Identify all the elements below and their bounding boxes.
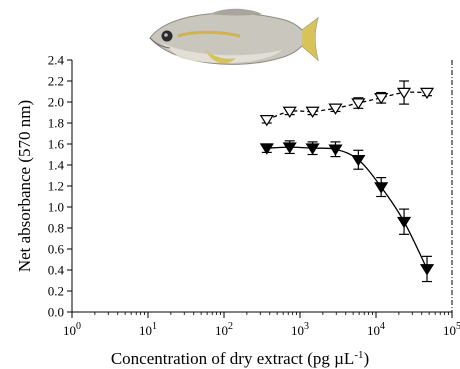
x-tick-label: 100 <box>63 321 81 338</box>
data-point <box>396 87 412 100</box>
x-tick-label: 105 <box>443 321 460 338</box>
x-tick-label: 102 <box>215 321 233 338</box>
y-tick-label: 0.0 <box>48 305 64 320</box>
y-tick-label: 0.4 <box>48 263 65 278</box>
y-tick-label: 1.0 <box>48 200 64 215</box>
x-tick-label: 103 <box>291 321 309 338</box>
series-layer <box>259 80 435 283</box>
y-axis-ticks: 0.0 0.2 0.4 0.6 0.8 1.0 1.2 1.4 1.6 1.8 2.0 2.2 2.4 <box>48 53 72 320</box>
data-series <box>259 80 435 127</box>
y-tick-label: 0.8 <box>48 221 64 236</box>
y-tick-label: 1.2 <box>48 179 64 194</box>
y-tick-label: 1.4 <box>48 158 65 173</box>
y-tick-label: 0.2 <box>48 284 64 299</box>
x-axis-label: Concentration of dry extract (pg µL-1) <box>111 349 369 368</box>
data-point <box>259 143 274 155</box>
data-point <box>351 98 366 110</box>
series-line <box>266 146 428 270</box>
data-series <box>259 140 435 283</box>
data-point <box>282 106 297 118</box>
x-tick-label: 104 <box>367 321 385 338</box>
data-point <box>419 87 435 100</box>
data-point <box>374 182 389 194</box>
x-tick-label: 101 <box>139 321 157 338</box>
data-point <box>351 154 366 167</box>
data-point <box>328 103 343 115</box>
y-tick-label: 1.6 <box>48 137 65 152</box>
y-axis-label: Net absorbance (570 nm) <box>15 100 34 272</box>
data-point <box>259 115 274 127</box>
data-point <box>282 142 297 154</box>
y-tick-label: 2.4 <box>48 53 65 68</box>
data-point <box>419 264 435 276</box>
x-axis-ticks: 100 101 102 103 104 105 <box>63 312 460 338</box>
data-point <box>396 216 412 229</box>
y-tick-label: 2.2 <box>48 74 64 89</box>
data-point <box>374 92 389 105</box>
data-point <box>305 106 320 118</box>
data-point <box>328 144 343 156</box>
fish-image <box>149 8 319 65</box>
y-tick-label: 1.8 <box>48 116 64 131</box>
y-tick-label: 0.6 <box>48 242 65 257</box>
data-point <box>305 143 320 155</box>
y-tick-label: 2.0 <box>48 95 64 110</box>
plot-axes <box>71 60 452 313</box>
